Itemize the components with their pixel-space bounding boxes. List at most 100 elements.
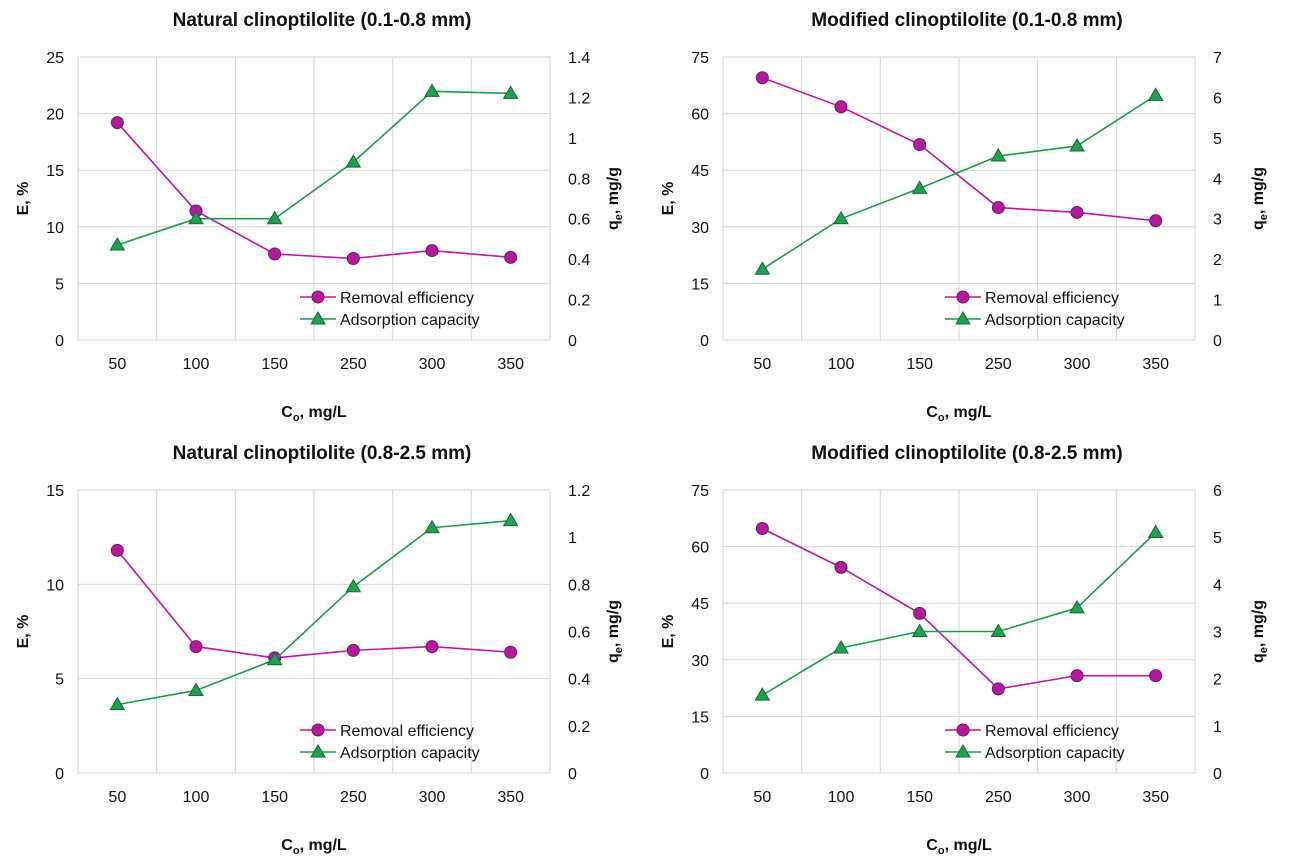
adsorption-capacity-point xyxy=(754,261,771,275)
x-tick-label: 50 xyxy=(108,356,126,373)
legend-entry-label: Removal efficiency xyxy=(985,290,1119,307)
right-tick-label: 0.6 xyxy=(568,212,590,229)
x-tick-label: 250 xyxy=(985,356,1012,373)
removal-efficiency-point xyxy=(110,543,124,557)
left-tick-label: 15 xyxy=(46,483,64,500)
chart-svg: Modified clinoptilolite (0.8-2.5 mm)0153… xyxy=(660,443,1270,857)
removal-efficiency-point xyxy=(1149,669,1163,683)
adsorption-capacity-point xyxy=(424,519,440,534)
right-tick-label: 1.2 xyxy=(568,90,590,107)
right-tick-label: 0 xyxy=(568,333,577,350)
legend-entry-label: Adsorption capacity xyxy=(985,312,1125,329)
adsorption-capacity-point xyxy=(109,696,126,711)
series-line-adsorption-capacity xyxy=(761,94,1157,270)
right-tick-label: 0.2 xyxy=(568,719,590,736)
x-tick-label: 350 xyxy=(1142,789,1169,806)
right-tick-label: 1.4 xyxy=(568,50,590,67)
left-tick-label: 15 xyxy=(691,276,709,293)
removal-efficiency-point xyxy=(755,71,769,85)
series-line-removal-efficiency xyxy=(116,122,511,260)
chart-modified-fine: Modified clinoptilolite (0.1-0.8 mm) 0 15 3… xyxy=(645,0,1290,433)
adsorption-capacity-point xyxy=(833,210,849,225)
y2-axis-label: qe, mg/g xyxy=(605,600,625,663)
adsorption-capacity-point xyxy=(911,180,928,194)
chart-svg: Natural clinoptilolite (0.8-2.5 mm)05101… xyxy=(15,443,625,857)
adsorption-capacity-point xyxy=(502,85,519,99)
removal-efficiency-point xyxy=(346,643,360,657)
x-tick-label: 50 xyxy=(753,356,771,373)
right-tick-label: 3 xyxy=(1213,625,1222,642)
series-line-removal-efficiency xyxy=(762,77,1156,222)
right-tick-label: 0.8 xyxy=(568,577,590,594)
chart-title: Modified clinoptilolite (0.1-0.8 mm) xyxy=(811,10,1122,31)
removal-efficiency-point xyxy=(425,244,439,258)
removal-efficiency-point xyxy=(913,606,927,620)
right-tick-label: 6 xyxy=(1213,90,1222,107)
left-tick-label: 30 xyxy=(691,653,709,670)
left-tick-label: 5 xyxy=(55,276,64,293)
right-tick-label: 1 xyxy=(568,131,577,148)
removal-efficiency-point xyxy=(1070,205,1084,219)
left-tick-label: 10 xyxy=(46,220,64,237)
right-tick-label: 0.2 xyxy=(568,293,590,310)
left-tick-label: 15 xyxy=(691,709,709,726)
left-tick-label: 75 xyxy=(691,483,709,500)
legend-entry-label: Removal efficiency xyxy=(340,290,474,307)
removal-efficiency-point xyxy=(834,560,848,574)
left-tick-label: 75 xyxy=(691,50,709,67)
y2-axis-label: qe, mg/g xyxy=(605,167,625,230)
x-tick-label: 50 xyxy=(108,789,126,806)
removal-efficiency-point xyxy=(913,138,927,152)
left-tick-label: 25 xyxy=(46,50,64,67)
x-tick-label: 350 xyxy=(497,356,524,373)
chart-title: Natural clinoptilolite (0.8-2.5 mm) xyxy=(173,443,472,464)
left-tick-label: 0 xyxy=(55,766,64,783)
legend-marker-circle xyxy=(311,723,325,737)
right-tick-label: 3 xyxy=(1213,212,1222,229)
right-tick-label: 6 xyxy=(1213,483,1222,500)
x-axis-label: Co, mg/L xyxy=(926,837,992,857)
y2-axis-label: qe, mg/g xyxy=(1250,600,1270,663)
adsorption-capacity-point xyxy=(990,148,1007,162)
x-tick-label: 300 xyxy=(1064,356,1091,373)
removal-efficiency-point xyxy=(1149,214,1163,228)
x-tick-label: 350 xyxy=(1142,356,1169,373)
adsorption-capacity-point xyxy=(188,682,204,696)
x-axis-label: Co, mg/L xyxy=(926,404,992,424)
x-tick-label: 100 xyxy=(183,789,210,806)
legend-marker-circle xyxy=(956,290,970,304)
adsorption-capacity-point xyxy=(502,512,519,527)
x-tick-label: 100 xyxy=(828,789,855,806)
x-tick-label: 100 xyxy=(183,356,210,373)
x-tick-label: 300 xyxy=(419,789,446,806)
removal-efficiency-point xyxy=(834,100,848,114)
left-tick-label: 0 xyxy=(700,766,709,783)
left-tick-label: 60 xyxy=(691,107,709,124)
left-tick-label: 10 xyxy=(46,577,64,594)
legend-entry-label: Adsorption capacity xyxy=(985,745,1125,762)
legend-entry-label: Adsorption capacity xyxy=(340,312,480,329)
right-tick-label: 7 xyxy=(1213,50,1222,67)
legend-entry-label: Removal efficiency xyxy=(985,723,1119,740)
x-tick-label: 100 xyxy=(828,356,855,373)
left-tick-label: 60 xyxy=(691,540,709,557)
y-axis-label: E, % xyxy=(15,615,32,649)
right-tick-label: 4 xyxy=(1213,171,1222,188)
removal-efficiency-point xyxy=(991,682,1005,696)
series-line-adsorption-capacity xyxy=(761,531,1157,696)
right-tick-label: 0 xyxy=(568,766,577,783)
right-tick-label: 0.4 xyxy=(568,672,590,689)
adsorption-capacity-point xyxy=(188,210,204,225)
legend-marker-circle xyxy=(956,723,970,737)
right-tick-label: 1.2 xyxy=(568,483,590,500)
chart-title: Natural clinoptilolite (0.1-0.8 mm) xyxy=(173,10,472,31)
left-tick-label: 45 xyxy=(691,596,709,613)
x-axis-label: Co, mg/L xyxy=(281,404,347,424)
removal-efficiency-point xyxy=(1070,669,1084,683)
adsorption-capacity-point xyxy=(754,687,771,701)
right-tick-label: 5 xyxy=(1213,530,1222,547)
adsorption-capacity-point xyxy=(266,651,283,666)
x-axis-label: Co, mg/L xyxy=(281,837,347,857)
adsorption-capacity-point xyxy=(266,210,283,225)
right-tick-label: 0.4 xyxy=(568,252,590,269)
